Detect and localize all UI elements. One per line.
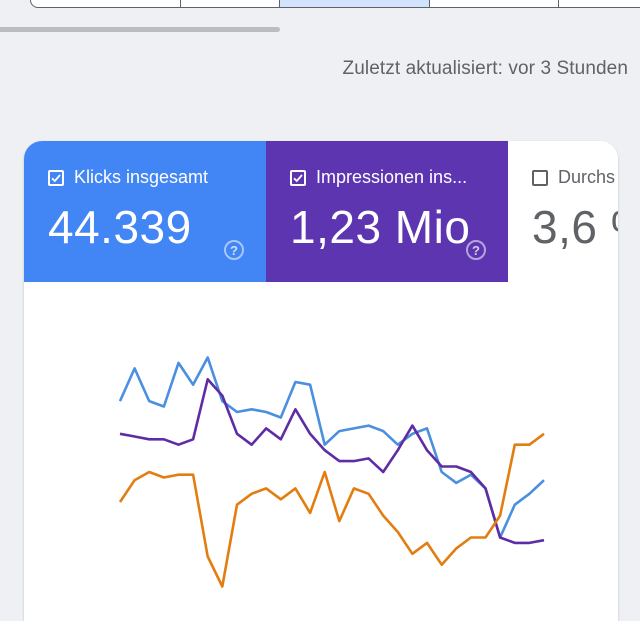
horizontal-scrollbar[interactable] xyxy=(0,27,280,32)
series-line xyxy=(118,432,545,588)
filter-tab-active[interactable] xyxy=(280,0,430,7)
metric-value: 3,6 % xyxy=(532,201,618,253)
checkbox-checked-icon[interactable] xyxy=(290,169,306,186)
series-line xyxy=(119,378,545,545)
filter-tab[interactable] xyxy=(559,0,640,7)
filter-tab[interactable] xyxy=(181,0,281,7)
checkbox-checked-icon[interactable] xyxy=(48,169,64,186)
metric-label: Durchs xyxy=(558,167,616,187)
metric-value: 44.339 xyxy=(48,201,192,253)
metric-value: 1,23 Mio xyxy=(290,201,471,253)
checkbox-unchecked-icon[interactable] xyxy=(532,169,548,186)
performance-card: Klicks insgesamt 44.339 ? Impressionen i… xyxy=(24,141,618,621)
metric-label: Klicks insgesamt xyxy=(74,167,209,187)
filter-tab[interactable] xyxy=(31,0,181,7)
last-updated-text: Zuletzt aktualisiert: vor 3 Stunden xyxy=(342,58,628,79)
filter-tab[interactable] xyxy=(430,0,560,7)
metric-clicks-tile[interactable]: Klicks insgesamt 44.339 ? xyxy=(24,141,266,282)
performance-line-chart xyxy=(118,356,545,588)
metric-label: Impressionen ins... xyxy=(316,167,468,187)
filter-tabs xyxy=(30,0,640,8)
series-line xyxy=(118,356,545,539)
metric-ctr-tile[interactable]: Durchs 3,6 % xyxy=(508,141,618,282)
help-icon[interactable]: ? xyxy=(466,240,486,260)
help-icon[interactable]: ? xyxy=(224,240,244,260)
metric-impressions-tile[interactable]: Impressionen ins... 1,23 Mio ? xyxy=(266,141,508,282)
